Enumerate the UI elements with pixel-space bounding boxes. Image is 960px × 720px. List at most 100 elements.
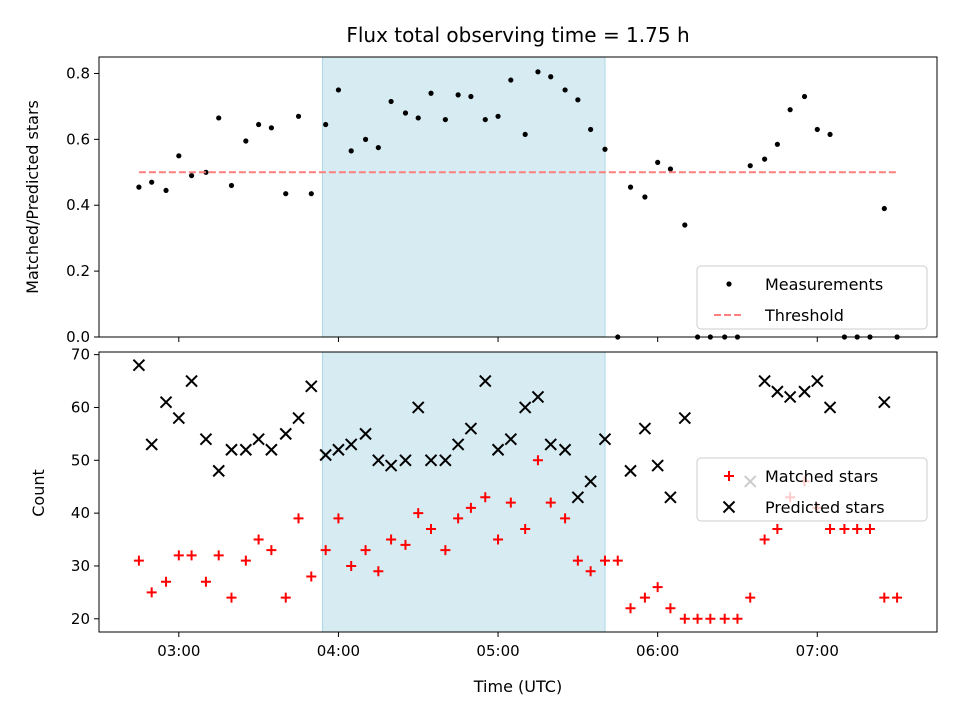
predicted-stars-point — [199, 432, 213, 446]
predicted-stars-point — [399, 454, 412, 467]
measurements-point — [575, 97, 581, 103]
matched-stars-point — [759, 534, 770, 545]
measurements-point — [176, 153, 182, 159]
measurements-point — [442, 116, 448, 123]
predicted-stars-point — [811, 374, 824, 388]
matched-stars-point — [266, 545, 277, 556]
measurements-point — [268, 125, 274, 131]
measurements-point — [682, 222, 688, 228]
predicted-stars-point — [252, 432, 265, 446]
predicted-stars-point — [504, 432, 518, 446]
measurements-point — [283, 191, 289, 197]
bottom-series-group — [132, 359, 903, 624]
predicted-stars-point — [384, 459, 398, 472]
xtick-label: 04:00 — [317, 642, 360, 660]
matched-stars-point — [306, 571, 317, 582]
predicted-stars-point — [558, 443, 572, 456]
predicted-stars-point — [664, 491, 677, 504]
matched-stars-point — [864, 523, 875, 534]
matched-stars-point — [719, 613, 730, 624]
predicted-stars-point — [651, 459, 664, 472]
measurements-point — [415, 115, 421, 121]
measurements-point — [774, 141, 780, 147]
top-ytick-label: 0.4 — [66, 196, 90, 214]
predicted-stars-point — [624, 464, 637, 478]
measurements-point — [468, 93, 474, 100]
bottom-ytick-label: 70 — [71, 346, 90, 364]
predicted-stars-point — [518, 401, 532, 414]
matched-stars-point — [679, 613, 690, 624]
measurements-point — [295, 113, 302, 119]
matched-stars-point — [639, 592, 650, 603]
bottom-panel: 20 30 40 50 60 70 03:00 04:00 05:00 06:00 07:00 Mat… — [71, 346, 938, 660]
top-panel: 0.0 0.2 0.4 0.6 0.8 Measurements Threshold — [66, 56, 938, 346]
predicted-stars-point — [878, 395, 891, 409]
matched-stars-point — [253, 534, 264, 545]
measurements-point — [402, 110, 409, 116]
bottom-ytick-label: 60 — [71, 398, 90, 416]
predicted-stars-point — [359, 427, 372, 441]
top-ytick-label: 0.0 — [66, 328, 90, 346]
matched-stars-point — [732, 613, 743, 624]
matched-stars-point — [585, 566, 596, 577]
matched-stars-point — [505, 497, 516, 508]
matched-stars-point — [652, 582, 663, 593]
predicted-stars-point — [344, 438, 358, 451]
measurements-point — [163, 187, 169, 194]
top-legend-box — [696, 265, 928, 330]
predicted-stars-point — [544, 438, 557, 451]
bottom-ytick-label: 20 — [71, 610, 90, 628]
measurements-point — [362, 136, 369, 142]
matched-stars-point — [665, 603, 676, 614]
matched-stars-point — [745, 592, 756, 603]
measurements-point — [827, 131, 833, 138]
predicted-stars-point — [279, 427, 292, 441]
matched-stars-point — [173, 550, 184, 561]
matched-stars-point — [133, 555, 144, 566]
bottom-legend: Matched stars Predicted stars — [696, 457, 928, 522]
predicted-stars-point — [132, 359, 146, 372]
predicted-stars-point — [464, 422, 478, 435]
matched-stars-point — [839, 523, 850, 534]
predicted-stars-point — [372, 454, 385, 467]
measurements-legend-label: Measurements — [765, 275, 883, 294]
top-legend: Measurements Threshold — [696, 265, 928, 330]
predicted-stars-point — [424, 454, 438, 467]
matched-stars-legend-label: Matched stars — [765, 467, 878, 486]
predicted-stars-point — [212, 464, 225, 478]
measurements-point — [455, 92, 461, 98]
matched-stars-point — [599, 555, 610, 566]
matched-stars-point — [520, 523, 531, 534]
matched-stars-point — [320, 545, 331, 556]
measurements-point — [323, 121, 329, 128]
predicted-stars-point — [265, 443, 278, 456]
predicted-stars-legend-label: Predicted stars — [765, 498, 885, 517]
predicted-stars-point — [319, 448, 332, 462]
predicted-stars-legend-marker — [722, 500, 736, 514]
measurements-point — [388, 98, 394, 105]
measurements-point — [814, 126, 820, 133]
measurements-point — [375, 144, 381, 151]
measurements-point — [348, 148, 354, 154]
measurements-point — [602, 146, 608, 152]
matched-stars-point — [612, 555, 623, 566]
matched-stars-point — [440, 545, 451, 556]
measurements-point — [136, 184, 142, 190]
measurements-point — [562, 87, 568, 93]
matched-stars-point — [572, 555, 583, 566]
matched-stars-point — [293, 513, 304, 524]
bottom-legend-box — [696, 457, 928, 522]
top-highlight-span — [321, 56, 606, 338]
matched-stars-legend-marker — [724, 471, 734, 481]
top-ytick-label: 0.2 — [66, 262, 90, 280]
bottom-ytick-label: 50 — [71, 451, 90, 469]
matched-stars-point — [465, 502, 476, 513]
matched-stars-point — [892, 592, 903, 603]
bottom-ytick-label: 40 — [71, 504, 90, 522]
matched-stars-point — [692, 613, 703, 624]
measurements-point — [495, 113, 501, 119]
predicted-stars-point — [225, 443, 238, 456]
measurements-point — [535, 69, 541, 75]
matched-stars-point — [772, 523, 783, 534]
matched-stars-point — [186, 550, 197, 561]
